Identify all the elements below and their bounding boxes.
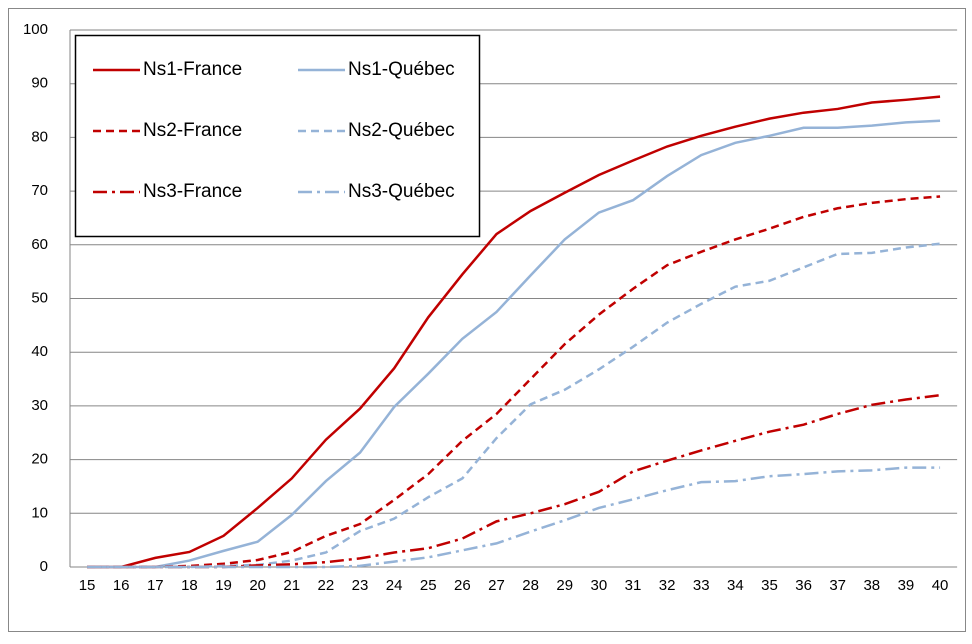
x-tick-label: 17 bbox=[147, 577, 164, 594]
legend-label: Ns3-Québec bbox=[348, 181, 455, 202]
x-tick-label: 40 bbox=[932, 577, 949, 594]
series-line bbox=[87, 95, 941, 569]
legend-label: Ns1-Québec bbox=[348, 59, 455, 80]
x-tick-label: 37 bbox=[829, 577, 846, 594]
x-tick-label: 30 bbox=[591, 577, 608, 594]
x-tick-label: 20 bbox=[249, 577, 266, 594]
legend-box bbox=[74, 34, 481, 238]
y-tick-label: 80 bbox=[31, 128, 48, 145]
legend-label: Ns2-Québec bbox=[348, 120, 455, 141]
x-tick-label: 36 bbox=[795, 577, 812, 594]
x-tick-label: 23 bbox=[352, 577, 369, 594]
y-tick-label: 100 bbox=[23, 21, 48, 38]
series-line bbox=[87, 119, 941, 569]
x-tick-label: 16 bbox=[113, 577, 130, 594]
x-tick-label: 22 bbox=[318, 577, 335, 594]
x-tick-label: 27 bbox=[488, 577, 505, 594]
y-tick-label: 60 bbox=[31, 236, 48, 253]
x-tick-label: 29 bbox=[556, 577, 573, 594]
y-tick-label: 30 bbox=[31, 397, 48, 414]
legend-label: Ns3-France bbox=[143, 181, 242, 202]
series-line bbox=[87, 242, 941, 569]
series-line bbox=[87, 466, 941, 569]
legend-label: Ns1-France bbox=[143, 59, 242, 80]
y-tick-label: 0 bbox=[40, 558, 48, 575]
y-tick-label: 10 bbox=[31, 504, 48, 521]
x-tick-label: 18 bbox=[181, 577, 198, 594]
x-tick-label: 28 bbox=[522, 577, 539, 594]
y-tick-label: 40 bbox=[31, 343, 48, 360]
x-tick-label: 38 bbox=[863, 577, 880, 594]
y-tick-label: 20 bbox=[31, 451, 48, 468]
x-tick-label: 15 bbox=[79, 577, 96, 594]
x-tick-label: 31 bbox=[625, 577, 642, 594]
x-tick-label: 32 bbox=[659, 577, 676, 594]
x-tick-label: 26 bbox=[454, 577, 471, 594]
x-tick-label: 19 bbox=[215, 577, 232, 594]
x-tick-label: 21 bbox=[283, 577, 300, 594]
y-tick-label: 70 bbox=[31, 182, 48, 199]
x-tick-label: 34 bbox=[727, 577, 744, 594]
y-tick-label: 50 bbox=[31, 289, 48, 306]
legend-label: Ns2-France bbox=[143, 120, 242, 141]
x-tick-label: 25 bbox=[420, 577, 437, 594]
x-tick-label: 39 bbox=[898, 577, 915, 594]
series-line bbox=[87, 195, 941, 569]
x-tick-label: 24 bbox=[386, 577, 403, 594]
x-tick-label: 35 bbox=[761, 577, 778, 594]
x-tick-label: 33 bbox=[693, 577, 710, 594]
y-tick-label: 90 bbox=[31, 75, 48, 92]
